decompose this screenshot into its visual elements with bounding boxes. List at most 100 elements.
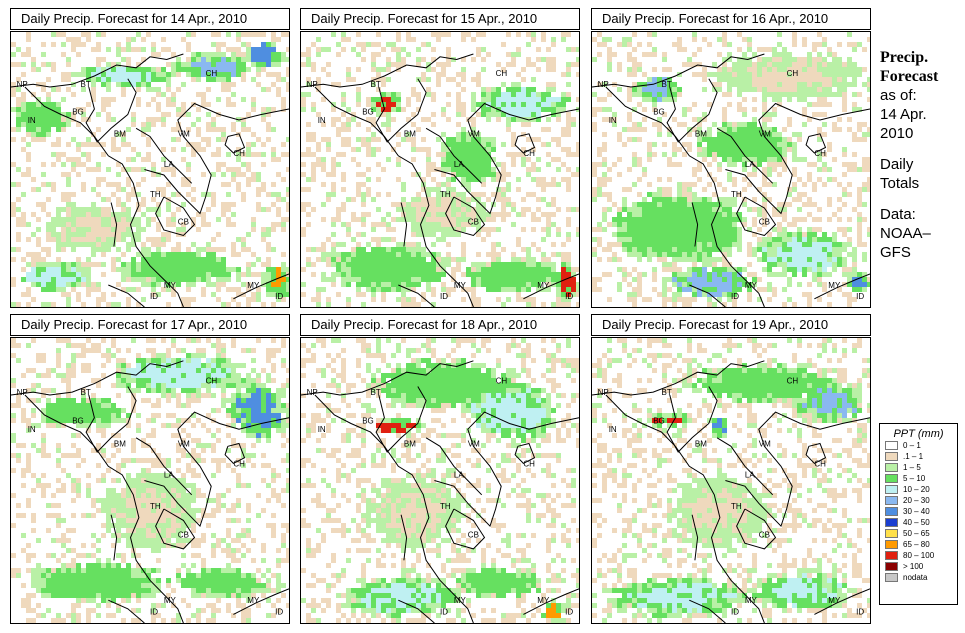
precip-cell bbox=[171, 277, 176, 282]
precip-cell bbox=[161, 67, 166, 72]
precip-cell bbox=[767, 137, 772, 142]
precip-cell bbox=[536, 92, 541, 97]
precip-cell bbox=[156, 237, 161, 242]
precip-cell bbox=[391, 287, 396, 292]
precip-cell bbox=[727, 137, 732, 142]
precip-cell bbox=[566, 117, 571, 122]
precip-cell bbox=[321, 182, 326, 187]
precip-cell bbox=[146, 363, 151, 368]
precip-cell bbox=[471, 277, 476, 282]
precip-cell bbox=[817, 267, 822, 272]
precip-cell bbox=[161, 147, 166, 152]
precip-cell bbox=[216, 262, 221, 267]
precip-cell bbox=[792, 232, 797, 237]
precip-cell bbox=[186, 363, 191, 368]
precip-cell bbox=[727, 212, 732, 217]
precip-cell bbox=[566, 262, 571, 267]
precip-cell bbox=[546, 227, 551, 232]
precip-cell bbox=[847, 217, 852, 222]
precip-cell bbox=[602, 272, 607, 277]
precip-cell bbox=[226, 383, 231, 388]
precip-cell bbox=[812, 72, 817, 77]
precip-cell bbox=[817, 132, 822, 137]
precip-cell bbox=[521, 272, 526, 277]
precip-cell bbox=[246, 42, 251, 47]
precip-cell bbox=[176, 192, 181, 197]
precip-cell bbox=[436, 37, 441, 42]
precip-cell bbox=[486, 102, 491, 107]
precip-cell bbox=[506, 282, 511, 287]
precip-cell bbox=[862, 257, 867, 262]
precip-cell bbox=[281, 217, 286, 222]
precip-cell bbox=[101, 242, 106, 247]
precip-cell bbox=[496, 97, 501, 102]
precip-cell bbox=[206, 87, 211, 92]
precip-cell bbox=[672, 227, 677, 232]
precip-cell bbox=[381, 82, 386, 87]
precip-cell bbox=[607, 57, 612, 62]
precip-cell bbox=[652, 152, 657, 157]
precip-cell bbox=[842, 257, 847, 262]
precip-cell bbox=[441, 152, 446, 157]
precip-cell bbox=[566, 62, 571, 67]
precip-cell bbox=[361, 182, 366, 187]
precip-cell bbox=[111, 72, 116, 77]
precip-cell bbox=[81, 398, 86, 403]
precip-cell bbox=[777, 227, 782, 232]
precip-cell bbox=[416, 197, 421, 202]
precip-cell bbox=[772, 112, 777, 117]
precip-cell bbox=[802, 157, 807, 162]
precip-cell bbox=[251, 262, 256, 267]
precip-cell bbox=[341, 142, 346, 147]
precip-cell bbox=[351, 212, 356, 217]
precip-cell bbox=[541, 262, 546, 267]
precip-cell bbox=[76, 37, 81, 42]
precip-cell bbox=[316, 297, 321, 302]
precip-cell bbox=[276, 77, 281, 82]
precip-cell bbox=[471, 262, 476, 267]
precip-cell bbox=[151, 282, 156, 287]
precip-cell bbox=[206, 272, 211, 277]
precip-cell bbox=[96, 112, 101, 117]
precip-cell bbox=[11, 212, 16, 217]
precip-cell bbox=[161, 72, 166, 77]
precip-cell bbox=[36, 272, 41, 277]
precip-cell bbox=[506, 87, 511, 92]
precip-cell bbox=[466, 217, 471, 222]
precip-cell bbox=[476, 277, 481, 282]
precip-cell bbox=[286, 47, 289, 52]
precip-cell bbox=[677, 192, 682, 197]
precip-cell bbox=[777, 162, 782, 167]
precip-cell bbox=[461, 147, 466, 152]
precip-cell bbox=[301, 97, 306, 102]
precip-cell bbox=[516, 257, 521, 262]
precip-cell bbox=[742, 127, 747, 132]
precip-cell bbox=[807, 87, 812, 92]
precip-cell bbox=[491, 87, 496, 92]
precip-cell bbox=[436, 77, 441, 82]
precip-cell bbox=[56, 127, 61, 132]
precip-cell bbox=[396, 142, 401, 147]
precip-cell bbox=[782, 302, 787, 307]
precip-cell bbox=[366, 147, 371, 152]
precip-cell bbox=[511, 102, 516, 107]
precip-cell bbox=[657, 187, 662, 192]
precip-cell bbox=[672, 42, 677, 47]
precip-cell bbox=[672, 262, 677, 267]
precip-cell bbox=[241, 197, 246, 202]
precip-cell bbox=[707, 237, 712, 242]
precip-cell bbox=[571, 267, 576, 272]
precip-cell bbox=[121, 358, 126, 363]
precip-cell bbox=[356, 282, 361, 287]
precip-cell bbox=[426, 232, 431, 237]
precip-cell bbox=[81, 277, 86, 282]
precip-cell bbox=[36, 262, 41, 267]
precip-cell bbox=[66, 373, 71, 378]
precip-cell bbox=[256, 152, 261, 157]
precip-cell bbox=[717, 67, 722, 72]
precip-cell bbox=[61, 152, 66, 157]
precip-cell bbox=[271, 267, 276, 272]
precip-cell bbox=[216, 42, 221, 47]
precip-cell bbox=[566, 127, 571, 132]
precip-cell bbox=[792, 62, 797, 67]
